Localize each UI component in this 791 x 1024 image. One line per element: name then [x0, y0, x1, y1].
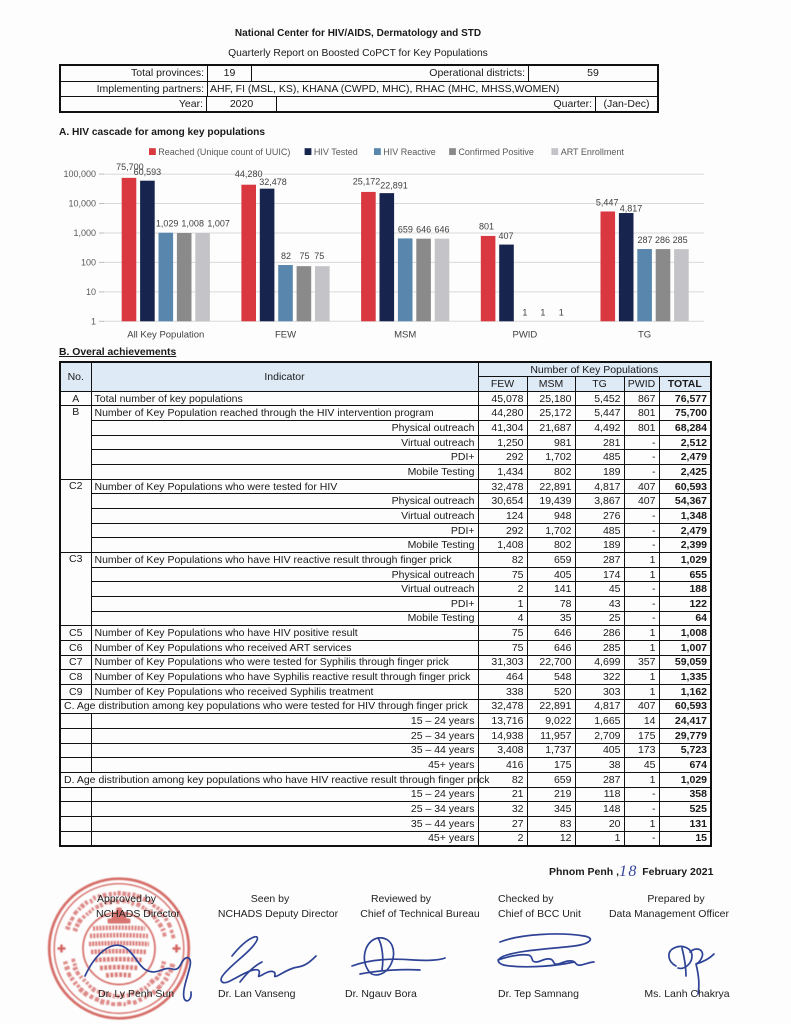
svg-text:82: 82 — [281, 251, 291, 261]
svg-text:PWID: PWID — [512, 330, 537, 341]
svg-text:1: 1 — [540, 308, 545, 318]
svg-text:100,000: 100,000 — [63, 169, 96, 179]
svg-text:25,172: 25,172 — [353, 177, 381, 187]
svg-text:Confirmed Positive: Confirmed Positive — [458, 147, 534, 157]
svg-text:1,029: 1,029 — [156, 219, 179, 229]
svg-text:287: 287 — [637, 235, 652, 245]
svg-text:HIV Reactive: HIV Reactive — [383, 147, 436, 157]
svg-text:285: 285 — [673, 235, 688, 245]
svg-text:60,593: 60,593 — [134, 167, 162, 177]
svg-text:FEW: FEW — [275, 330, 296, 341]
svg-text:659: 659 — [398, 225, 413, 235]
svg-text:10,000: 10,000 — [68, 199, 96, 209]
svg-text:1,008: 1,008 — [181, 219, 204, 229]
svg-text:1,007: 1,007 — [207, 219, 230, 229]
svg-text:1: 1 — [91, 316, 96, 326]
svg-text:407: 407 — [498, 231, 513, 241]
svg-text:22,891: 22,891 — [380, 181, 408, 191]
svg-text:ART Enrollment: ART Enrollment — [561, 147, 625, 157]
svg-text:10: 10 — [86, 287, 96, 297]
svg-text:5,447: 5,447 — [596, 198, 619, 208]
svg-text:Reached (Unique count of UUIC): Reached (Unique count of UUIC) — [158, 147, 290, 157]
svg-text:44,280: 44,280 — [235, 169, 263, 179]
svg-text:1,000: 1,000 — [73, 228, 96, 238]
svg-text:All Key Population: All Key Population — [127, 330, 204, 341]
svg-text:801: 801 — [479, 222, 494, 232]
svg-text:75,700: 75,700 — [116, 162, 144, 172]
svg-text:TG: TG — [638, 330, 651, 341]
svg-text:1: 1 — [559, 308, 564, 318]
svg-text:MSM: MSM — [394, 330, 416, 341]
svg-text:286: 286 — [655, 235, 670, 245]
svg-text:75: 75 — [299, 251, 309, 261]
svg-text:646: 646 — [416, 225, 431, 235]
svg-text:32,478: 32,478 — [259, 177, 287, 187]
svg-text:4,817: 4,817 — [620, 204, 643, 214]
svg-text:75: 75 — [314, 251, 324, 261]
svg-text:100: 100 — [81, 257, 96, 267]
svg-text:1: 1 — [522, 308, 527, 318]
svg-text:646: 646 — [434, 225, 449, 235]
svg-text:HIV Tested: HIV Tested — [314, 147, 358, 157]
